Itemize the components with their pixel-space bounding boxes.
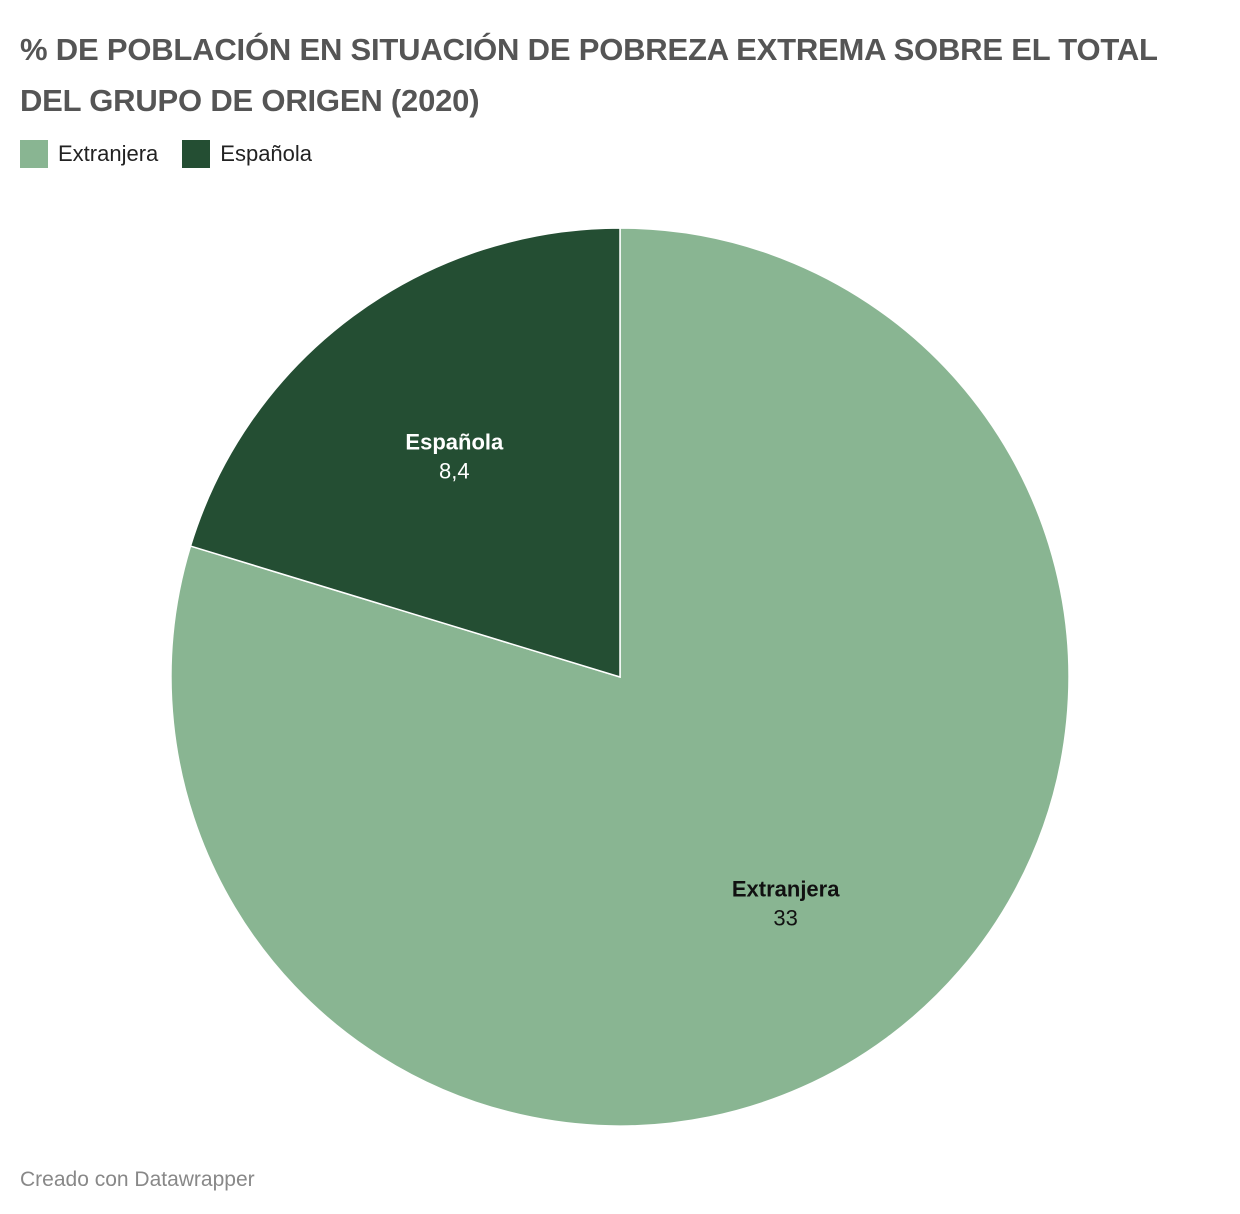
- legend-swatch-extranjera: [20, 140, 48, 168]
- footer-credit: Creado con Datawrapper: [20, 1168, 255, 1191]
- slice-label-espanola: Española: [405, 429, 504, 454]
- legend-item-extranjera: Extranjera: [20, 140, 158, 168]
- legend-swatch-espanola: [182, 140, 211, 168]
- slice-label-extranjera: Extranjera: [732, 877, 840, 902]
- slice-value-extranjera: 33: [773, 906, 797, 931]
- legend-label-espanola: Española: [220, 141, 313, 166]
- chart-title: % DE POBLACIÓN EN SITUACIÓN DE POBREZA E…: [20, 32, 1158, 118]
- pie-slice-espanola: [189, 227, 621, 679]
- legend-item-espanola: Española: [182, 140, 312, 168]
- legend-label-extranjera: Extranjera: [58, 141, 159, 166]
- slice-value-espanola: 8,4: [439, 458, 470, 483]
- legend: Extranjera Española: [20, 139, 336, 169]
